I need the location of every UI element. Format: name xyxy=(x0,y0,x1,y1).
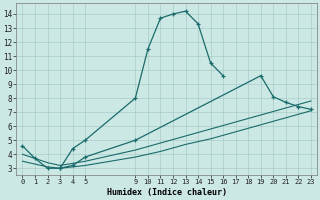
X-axis label: Humidex (Indice chaleur): Humidex (Indice chaleur) xyxy=(107,188,227,197)
